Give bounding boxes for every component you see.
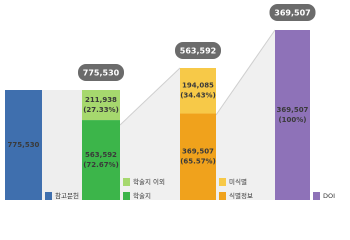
value-label: 775,530 (8, 141, 40, 149)
legend-label: 참고문헌 (55, 192, 79, 200)
total-bubble (269, 4, 316, 21)
bar-segment (5, 90, 42, 200)
total-bubble (78, 64, 124, 81)
value-label: 211,938 (85, 96, 117, 104)
share-label: (34.43%) (180, 92, 216, 100)
total-label: 775,530 (83, 69, 120, 78)
bar-segment (275, 30, 310, 200)
connector-line (215, 29, 276, 116)
legend-swatch (123, 178, 130, 186)
share-label: (100%) (278, 116, 306, 124)
legend-label: 학술지 (133, 191, 151, 200)
value-label: 194,085 (182, 82, 214, 90)
legend-label: 학술지 이외 (133, 177, 165, 186)
bar-segment (180, 113, 216, 200)
legend-label: 식별정보 (229, 191, 253, 200)
share-label: (65.57%) (180, 158, 216, 166)
value-label: 563,592 (85, 151, 117, 159)
legend-swatch (123, 192, 130, 200)
legend-label: 미식별 (229, 177, 247, 186)
share-label: (27.33%) (83, 106, 119, 114)
share-label: (72.67%) (83, 161, 119, 169)
legend-label: DOI (323, 192, 335, 200)
bar-segment (82, 120, 120, 200)
connector (216, 30, 275, 200)
connector-line (119, 67, 181, 126)
value-label: 369,507 (277, 106, 309, 114)
bar-segment (82, 90, 120, 121)
value-label: 369,507 (182, 148, 214, 156)
total-bubble (175, 42, 221, 59)
chart: 775,530 참고문헌 563,592 (72.67%) 학술지 211,938 (27.… (5, 4, 335, 200)
connector (120, 68, 180, 200)
legend-swatch (219, 192, 226, 200)
legend-swatch (45, 192, 52, 200)
connector (42, 90, 82, 200)
total-label: 563,592 (180, 47, 216, 56)
bar-segment (180, 68, 216, 114)
legend-swatch (219, 178, 226, 186)
legend-swatch (313, 192, 320, 200)
total-label: 369,507 (274, 9, 310, 18)
